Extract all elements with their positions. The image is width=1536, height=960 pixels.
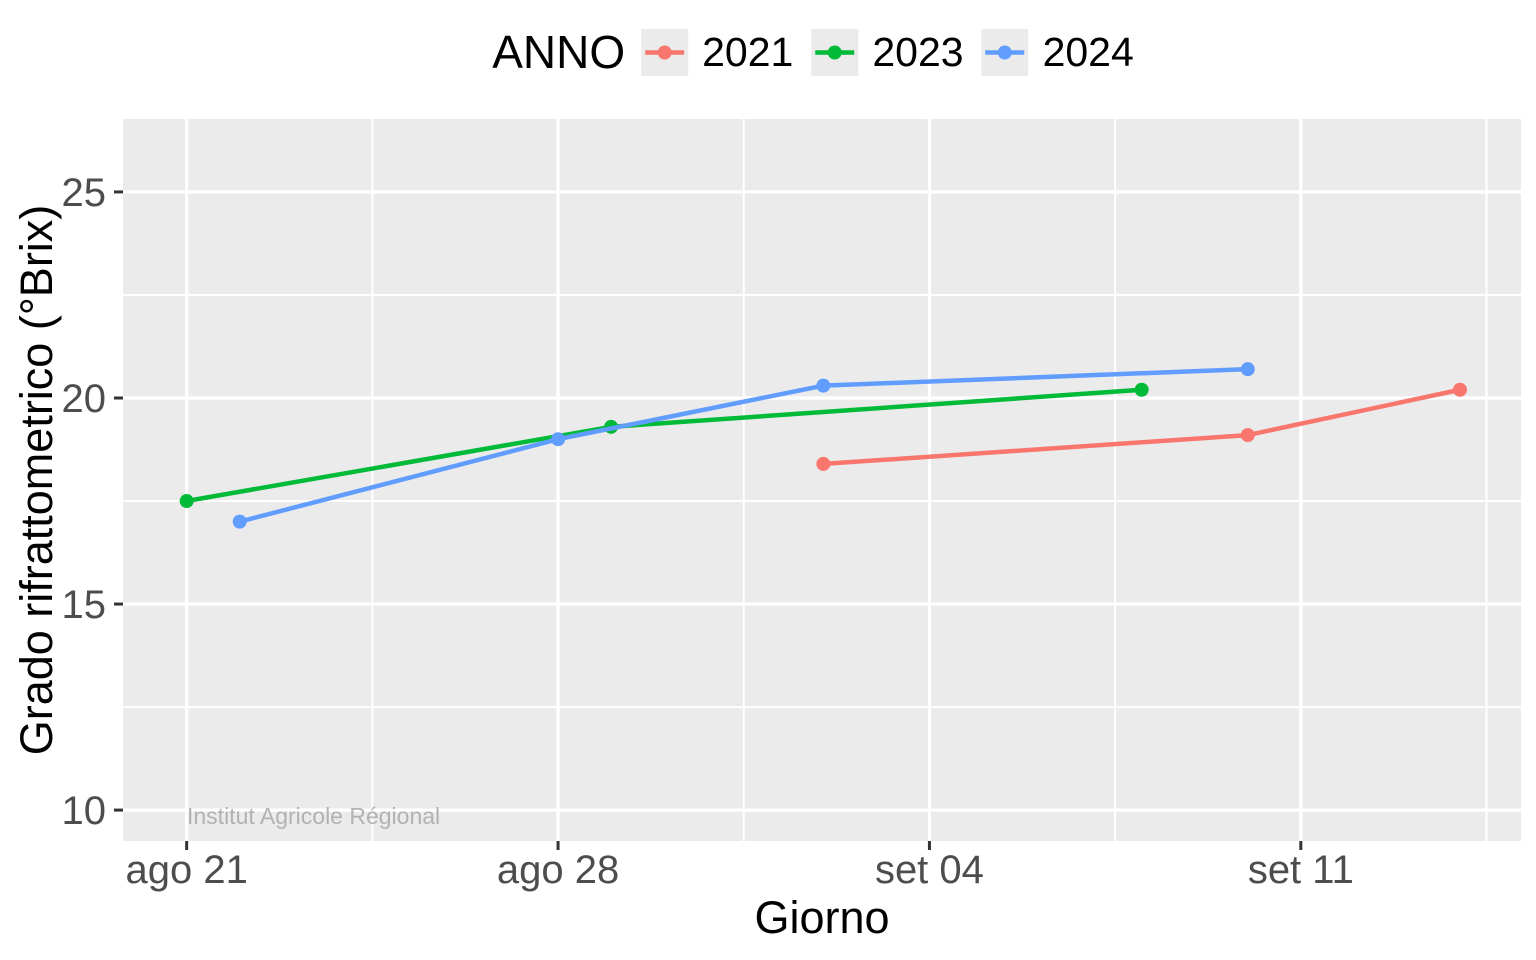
line-point-swatch-icon (645, 45, 685, 59)
data-point-2024 (816, 378, 831, 393)
series-line-2024 (239, 366, 1248, 524)
legend-key-swatch-2021 (641, 28, 689, 76)
legend-item-2024: 2024 (981, 28, 1134, 76)
data-point-2021 (1240, 428, 1255, 443)
data-point-2021 (816, 456, 831, 471)
x-axis-title: Giorno (754, 892, 890, 943)
y-axis-title: Grado rifrattometrico (°Brix) (11, 204, 62, 756)
watermark-text: Institut Agricole Régional (187, 803, 441, 829)
x-tick-label: ago 21 (125, 848, 247, 892)
y-tick-label: 20 (62, 377, 107, 421)
line-point-swatch-icon (985, 45, 1025, 59)
legend-item-2023: 2023 (811, 28, 964, 76)
legend-item-2021: 2021 (641, 28, 794, 76)
legend-key-swatch-2023 (811, 28, 859, 76)
data-point-2024 (551, 432, 566, 447)
x-tick-label: ago 28 (497, 848, 619, 892)
x-tick-label: set 11 (1248, 848, 1354, 892)
data-point-2024 (232, 514, 247, 529)
legend-label-2023: 2023 (872, 28, 964, 75)
line-point-swatch-icon (815, 45, 855, 59)
legend-key-swatch-2024 (981, 28, 1029, 76)
data-point-2024 (1240, 362, 1255, 377)
legend-title: ANNO (492, 26, 626, 78)
legend-label-2021: 2021 (702, 28, 794, 75)
y-tick-label: 25 (62, 171, 107, 215)
legend-label-2024: 2024 (1042, 28, 1134, 75)
data-point-2021 (1452, 382, 1467, 397)
y-tick-label: 10 (62, 789, 107, 833)
legend: ANNO 2021 2023 (492, 22, 1152, 82)
data-point-2023 (1134, 382, 1149, 397)
plot-panel (123, 119, 1521, 841)
y-tick-label: 15 (62, 583, 107, 627)
x-tick-label: set 04 (875, 848, 984, 892)
data-point-2023 (179, 494, 194, 509)
